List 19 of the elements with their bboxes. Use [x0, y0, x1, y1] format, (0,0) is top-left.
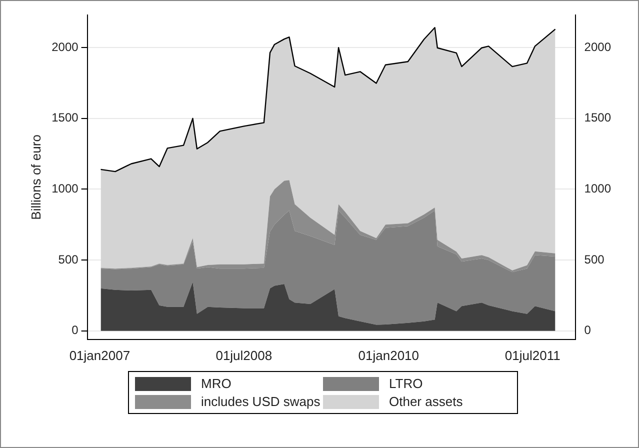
- y-tick-label: 2000: [52, 40, 79, 54]
- x-tick-label: 01jan2007: [69, 348, 130, 363]
- y2-tick-label: 0: [584, 323, 592, 338]
- x-tick-label: 01jan2010: [358, 348, 420, 363]
- y2-tick-label: 2000: [584, 40, 612, 54]
- x-tick-label: 01jul2008: [216, 348, 272, 363]
- y-tick-label: 500: [58, 252, 79, 266]
- legend-label: LTRO: [389, 376, 423, 391]
- legend-label: Other assets: [389, 394, 463, 409]
- y-tick-label: 1500: [52, 110, 79, 125]
- y2-tick-label: 500: [584, 252, 605, 266]
- legend-label: includes USD swaps: [201, 394, 320, 409]
- y-axis-title: Billions of euro: [28, 134, 44, 220]
- y-tick-label: 0: [72, 323, 79, 338]
- y-tick-label: 1000: [52, 182, 79, 196]
- y2-tick-label: 1000: [584, 182, 612, 196]
- y2-tick-label: 1500: [584, 110, 612, 125]
- x-tick-label: 01jul2011: [504, 348, 560, 363]
- legend-label: MRO: [201, 376, 232, 391]
